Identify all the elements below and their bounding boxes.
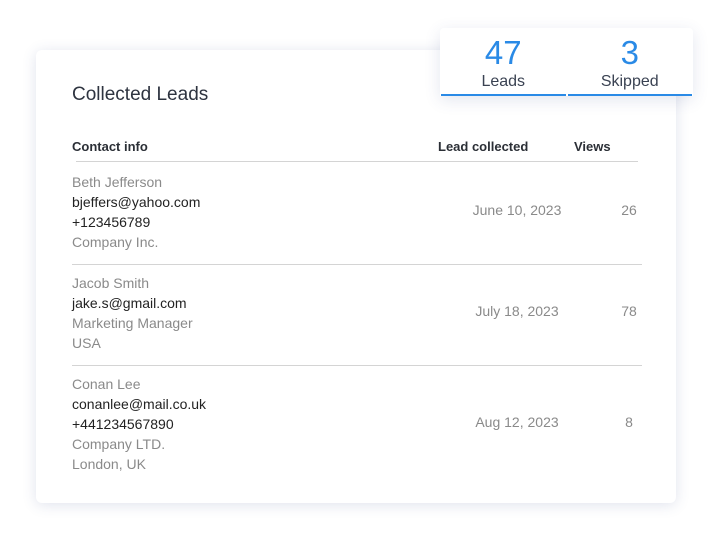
views-count: 8 [625, 414, 633, 430]
stat-leads[interactable]: 47 Leads [441, 28, 566, 96]
table-row[interactable]: Conan Lee conanlee@mail.co.uk +44123456789… [72, 374, 642, 494]
contact-detail: +441234567890 [72, 416, 174, 432]
contact-detail: Marketing Manager [72, 315, 193, 331]
table-row[interactable]: Beth Jefferson bjeffers@yahoo.com +1234567… [72, 172, 642, 273]
contact-name: Jacob Smith [72, 275, 150, 291]
contact-detail: +123456789 [72, 214, 151, 230]
contact-detail: USA [72, 335, 101, 351]
stats-panel: 47 Leads 3 Skipped [440, 28, 693, 96]
lead-collected-date: June 10, 2023 [472, 202, 562, 218]
lead-collected-date: July 18, 2023 [475, 303, 559, 319]
table-row[interactable]: Jacob Smith jake.s@gmail.com Marketing Man… [72, 273, 642, 374]
column-header-collected: Lead collected [438, 139, 529, 154]
contact-name: Beth Jefferson [72, 174, 163, 190]
row-divider [72, 264, 642, 265]
stat-skipped-label: Skipped [600, 73, 659, 90]
stat-leads-label: Leads [481, 73, 526, 90]
contact-detail: Company LTD. [72, 436, 166, 452]
header-divider [76, 161, 638, 162]
stat-skipped-value: 3 [620, 34, 639, 71]
contact-detail: jake.s@gmail.com [72, 295, 187, 311]
views-count: 26 [621, 202, 637, 218]
leads-card: Collected Leads Contact info Lead collec… [36, 50, 676, 503]
contact-detail: Company Inc. [72, 234, 159, 250]
views-count: 78 [621, 303, 637, 319]
column-header-views: Views [574, 139, 611, 154]
contact-detail: London, UK [72, 456, 146, 472]
contact-detail: bjeffers@yahoo.com [72, 194, 201, 210]
contact-name: Conan Lee [72, 376, 141, 392]
stat-leads-value: 47 [484, 34, 522, 71]
column-header-contact: Contact info [72, 139, 148, 154]
card-title: Collected Leads [72, 84, 209, 105]
stat-skipped[interactable]: 3 Skipped [567, 28, 692, 96]
lead-collected-date: Aug 12, 2023 [475, 414, 559, 430]
contact-detail: conanlee@mail.co.uk [72, 396, 207, 412]
row-divider [72, 365, 642, 366]
